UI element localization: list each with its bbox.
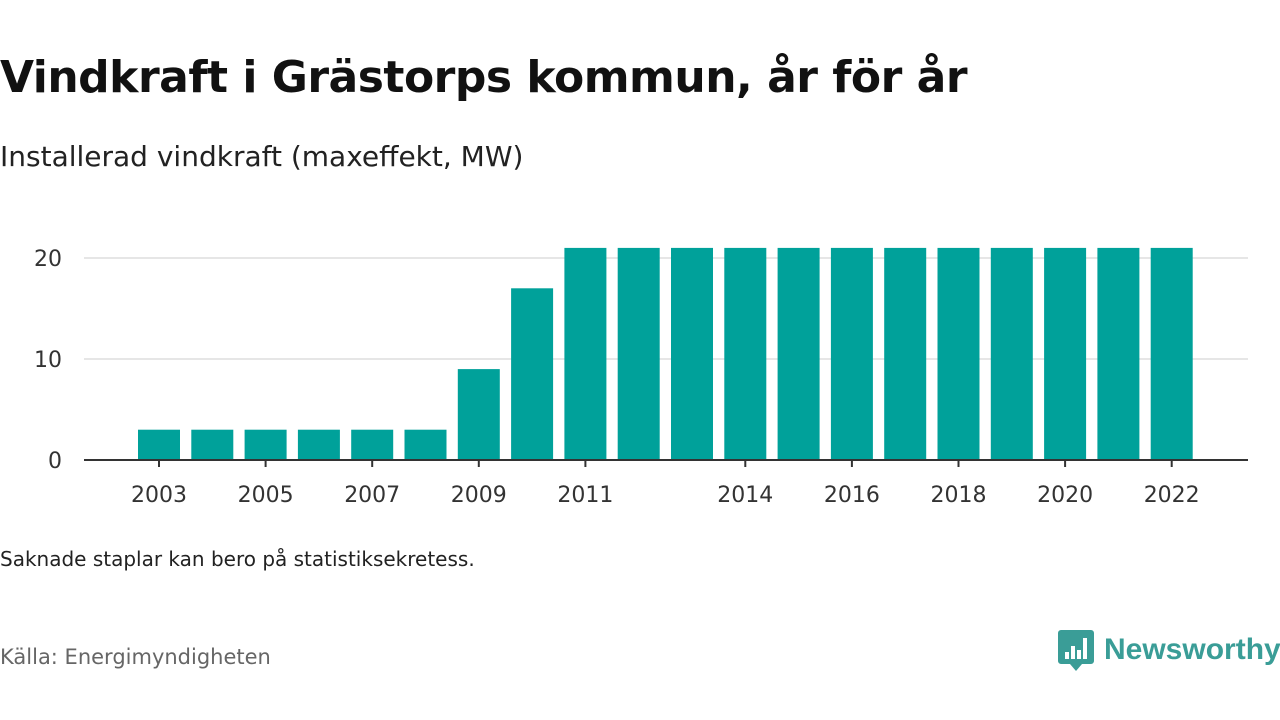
y-axis-ticks: 0 10 20 [34,247,62,474]
bar-2017 [884,247,927,460]
bar-2004 [191,429,234,460]
bar-2009 [457,369,500,460]
x-tick-label: 2016 [824,483,880,508]
bar-2018 [937,247,980,460]
x-tick-label: 2014 [717,483,773,508]
y-tick-label: 20 [34,247,62,272]
x-tick-label: 2007 [344,483,400,508]
bar-chart-badge-icon [1058,630,1094,671]
bar-2007 [351,429,394,460]
bar-2011 [564,247,607,460]
brand-name: Newsworthy [1104,633,1280,666]
x-tick-label: 2009 [451,483,507,508]
bar-2008 [404,429,447,460]
source-text: Källa: Energimyndigheten [0,645,271,669]
bar-2010 [511,288,554,460]
x-tick-label: 2020 [1037,483,1093,508]
x-axis-ticks: 2003 2005 2007 2009 2011 2014 2016 2018 2020 2022 [131,460,1200,508]
chart-subtitle: Installerad vindkraft (maxeffekt, MW) [0,140,524,173]
bar-2020 [1044,247,1087,460]
x-tick-label: 2011 [557,483,613,508]
bars [138,247,1193,460]
chart-title: Vindkraft i Grästorps kommun, år för år [0,52,968,103]
bar-2003 [138,429,180,460]
footnote: Saknade staplar kan bero på statistiksek… [0,547,475,571]
x-tick-label: 2005 [238,483,294,508]
bar-2013 [671,247,713,460]
bar-2022 [1150,247,1193,460]
y-tick-label: 10 [34,348,62,373]
bar-2006 [297,429,340,460]
bar-2016 [830,247,873,460]
bar-2019 [990,247,1033,460]
x-tick-label: 2003 [131,483,187,508]
bar-2014 [724,247,767,460]
bar-2005 [244,429,287,460]
bar-2012 [617,247,660,460]
x-tick-label: 2022 [1144,483,1200,508]
newsworthy-logo: Newsworthy [1058,628,1280,672]
y-tick-label: 0 [48,449,62,474]
bar-2015 [777,247,820,460]
bar-2021 [1097,247,1140,460]
x-tick-label: 2018 [931,483,987,508]
